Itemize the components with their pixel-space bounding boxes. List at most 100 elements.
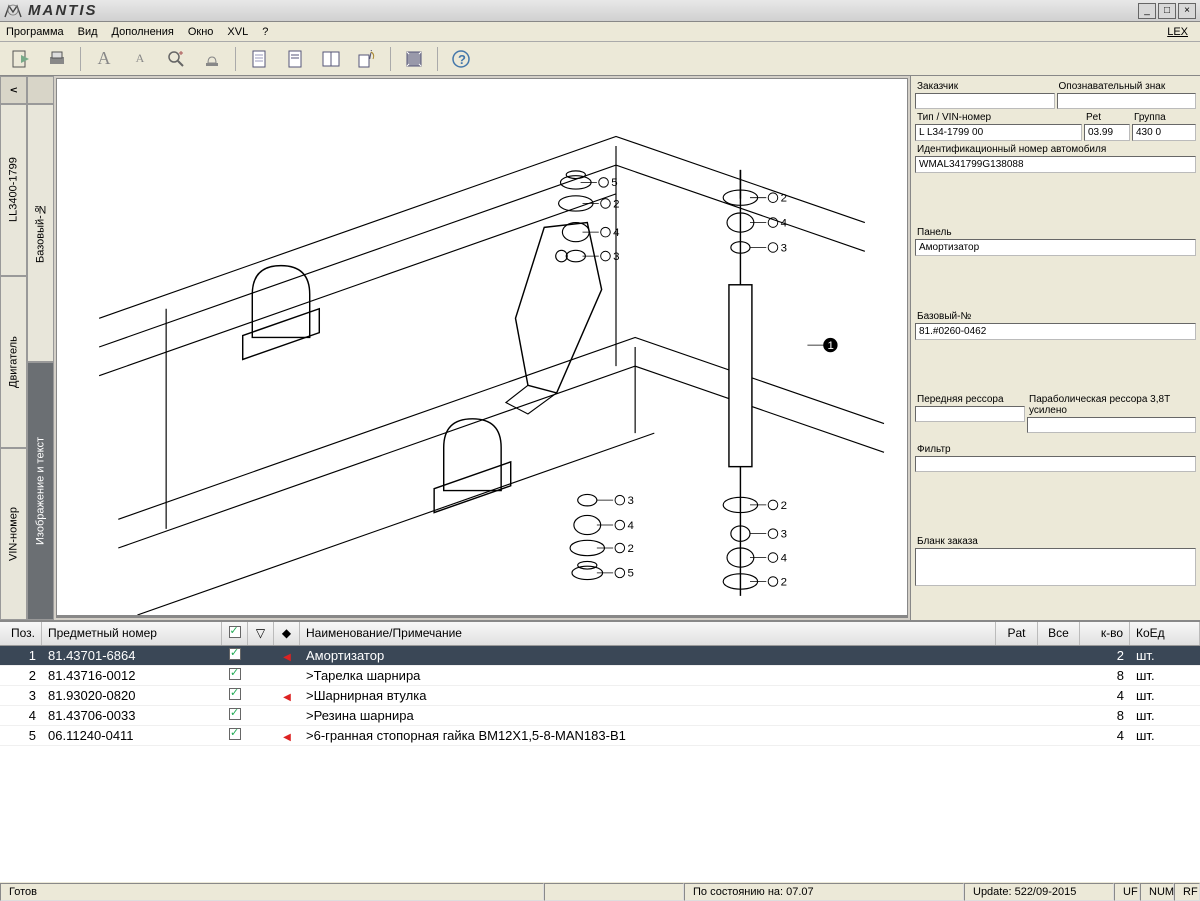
vin-field[interactable]: WMAL341799G138088 [915,156,1196,173]
menu-xvl[interactable]: XVL [227,26,248,38]
front-val-label: Параболическая рессора 3,8T усилено [1027,393,1196,417]
svg-text:2: 2 [627,543,633,555]
col-pos[interactable]: Поз. [0,622,42,645]
menu-view[interactable]: Вид [78,26,98,38]
svg-text:4: 4 [613,227,620,239]
svg-text:5: 5 [627,568,633,580]
menu-help[interactable]: ? [262,26,268,38]
svg-text:2: 2 [613,198,619,210]
base-label: Базовый-№ [915,310,1196,323]
svg-text:3: 3 [781,528,787,540]
app-title: MANTIS [28,2,98,19]
col-qty[interactable]: к-во [1080,622,1130,645]
col-flag-icon[interactable]: ◆ [274,622,300,645]
svg-text:?: ? [458,52,466,67]
vertical-tab[interactable]: VIN-номер [0,448,27,620]
font-small-icon[interactable]: A [125,45,155,73]
front-field-b[interactable] [1027,417,1196,433]
vertical-tab[interactable]: ∧ [0,76,27,104]
group-field[interactable]: 430 0 [1132,124,1196,141]
print-icon[interactable] [42,45,72,73]
sign-label: Опознавательный знак [1057,80,1197,93]
window-controls: _ □ × [1138,3,1196,19]
menu-addons[interactable]: Дополнения [112,26,174,38]
info-icon[interactable]: i [352,45,382,73]
status-update: Update: 522/09-2015 [964,883,1114,901]
sign-field[interactable] [1057,93,1197,109]
filter-field[interactable] [915,456,1196,472]
main-area: ∧LL3400-1799ДвигательVIN-номер Базовый-№… [0,76,1200,621]
toolbar: A A i ? [0,42,1200,76]
panel-field[interactable]: Амортизатор [915,239,1196,256]
help-icon[interactable]: ? [446,45,476,73]
table-row[interactable]: 281.43716-0012>Тарелка шарнира8шт. [0,666,1200,686]
order-label: Бланк заказа [915,535,1196,548]
doc-icon[interactable] [244,45,274,73]
book-icon[interactable] [316,45,346,73]
status-uf: UF [1114,883,1140,901]
svg-text:3: 3 [613,251,619,263]
vertical-tab[interactable]: Базовый-№ [27,104,54,362]
table-row[interactable]: 506.11240-0411◀>6-гранная стопорная гайк… [0,726,1200,746]
left-tabs: ∧LL3400-1799ДвигательVIN-номер Базовый-№… [0,76,54,620]
minimize-button[interactable]: _ [1138,3,1156,19]
customer-label: Заказчик [915,80,1055,93]
titlebar: MANTIS _ □ × [0,0,1200,22]
status-rf: RF [1174,883,1200,901]
group-label: Группа [1132,111,1196,124]
table-row[interactable]: 481.43706-0033>Резина шарнира8шт. [0,706,1200,726]
panel-label: Панель [915,226,1196,239]
stamp-icon[interactable] [197,45,227,73]
page-icon[interactable] [280,45,310,73]
lex-link[interactable]: LEX [1167,26,1188,38]
svg-text:4: 4 [781,552,788,564]
col-vse[interactable]: Все [1038,622,1080,645]
svg-text:2: 2 [781,193,787,205]
maximize-button[interactable]: □ [1158,3,1176,19]
menubar: Программа Вид Дополнения Окно XVL ? LEX [0,22,1200,42]
col-filter-icon[interactable]: ▽ [248,622,274,645]
status-num: NUM [1140,883,1174,901]
svg-text:i: i [369,49,372,62]
base-field[interactable]: 81.#0260-0462 [915,323,1196,340]
table-header: Поз. Предметный номер ▽ ◆ Наименование/П… [0,622,1200,646]
col-name[interactable]: Наименование/Примечание [300,622,996,645]
svg-text:4: 4 [781,217,788,229]
table-row[interactable]: 381.93020-0820◀>Шарнирная втулка4шт. [0,686,1200,706]
pet-field[interactable]: 03.99 [1084,124,1130,141]
vertical-tab[interactable]: Изображение и текст [27,362,54,620]
menu-window[interactable]: Окно [188,26,214,38]
man-logo-icon [4,4,22,18]
table-row[interactable]: 181.43701-6864◀Амортизатор2шт. [0,646,1200,666]
col-unit[interactable]: КоЕд [1130,622,1200,645]
front-label: Передняя рессора [915,393,1025,406]
status-ready: Готов [0,883,544,901]
front-field-a[interactable] [915,406,1025,422]
col-pat[interactable]: Pat [996,622,1038,645]
col-num[interactable]: Предметный номер [42,622,222,645]
technical-drawing[interactable]: 1524334252432342 [57,79,907,617]
order-field[interactable] [915,548,1196,586]
zoom-icon[interactable] [161,45,191,73]
status-asof: По состоянию на: 07.07 [684,883,964,901]
parts-table: Поз. Предметный номер ▽ ◆ Наименование/П… [0,621,1200,881]
svg-text:5: 5 [611,177,617,189]
expand-icon[interactable] [399,45,429,73]
vertical-tab[interactable]: Двигатель [0,276,27,448]
close-button[interactable]: × [1178,3,1196,19]
svg-text:3: 3 [627,495,633,507]
font-large-icon[interactable]: A [89,45,119,73]
svg-text:4: 4 [627,520,634,532]
vin-label: Идентификационный номер автомобиля [915,143,1196,156]
svg-text:1: 1 [828,340,834,352]
statusbar: Готов По состоянию на: 07.07 Update: 522… [0,881,1200,901]
menu-program[interactable]: Программа [6,26,64,38]
customer-field[interactable] [915,93,1055,109]
type-field[interactable]: L L34-1799 00 [915,124,1082,141]
vertical-tab[interactable]: LL3400-1799 [0,104,27,276]
pet-label: Pet [1084,111,1130,124]
center-panel: 1524334252432342 [56,78,908,618]
vertical-tab[interactable] [27,76,54,104]
col-check-icon[interactable] [222,622,248,645]
exit-icon[interactable] [6,45,36,73]
